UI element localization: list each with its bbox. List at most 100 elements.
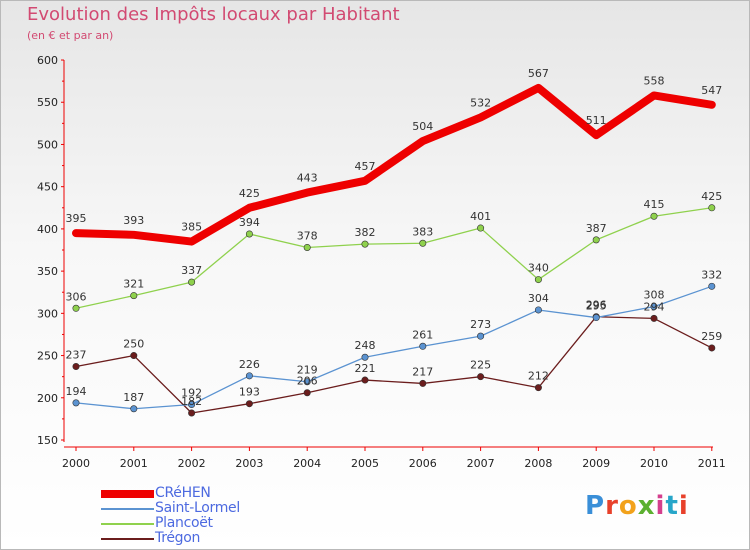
- y-tick-label: 450: [37, 181, 58, 194]
- data-label: 237: [66, 349, 87, 362]
- data-point: [72, 399, 80, 407]
- data-label: 250: [123, 338, 144, 351]
- data-label: 306: [66, 290, 87, 303]
- data-label: 194: [66, 385, 87, 398]
- data-point: [708, 204, 716, 212]
- data-label: 393: [123, 214, 144, 227]
- data-label: 415: [644, 198, 665, 211]
- data-label: 308: [644, 289, 665, 302]
- data-label: 182: [181, 395, 202, 408]
- data-label: 567: [528, 67, 549, 80]
- data-point: [245, 372, 253, 380]
- data-label: 504: [412, 120, 433, 133]
- legend-swatch: [101, 522, 154, 525]
- data-point: [245, 400, 253, 408]
- legend-label: Trégon: [155, 530, 201, 546]
- x-tick-label: 2004: [293, 457, 321, 470]
- data-label: 221: [355, 362, 376, 375]
- data-point: [650, 303, 658, 311]
- series-line-1: [75, 285, 713, 410]
- data-label: 394: [239, 216, 260, 229]
- data-label: 206: [297, 375, 318, 388]
- data-label: 443: [297, 172, 318, 185]
- x-tick-label: 2003: [235, 457, 263, 470]
- x-tick-label: 2001: [120, 457, 148, 470]
- data-point: [477, 224, 485, 232]
- data-label: 558: [644, 74, 665, 87]
- data-point: [534, 276, 542, 284]
- data-label: 378: [297, 229, 318, 242]
- data-label: 425: [701, 190, 722, 203]
- data-point: [708, 344, 716, 352]
- data-point: [419, 239, 427, 247]
- data-point: [361, 353, 369, 361]
- x-tick-label: 2010: [640, 457, 668, 470]
- data-label: 337: [181, 264, 202, 277]
- data-point: [477, 332, 485, 340]
- legend-label: Saint-Lormel: [155, 500, 240, 516]
- data-point: [708, 282, 716, 290]
- x-tick-label: 2009: [582, 457, 610, 470]
- data-label: 332: [701, 268, 722, 281]
- data-point: [650, 314, 658, 322]
- data-point: [419, 379, 427, 387]
- data-label: 259: [701, 330, 722, 343]
- chart-title: Evolution des Impôts locaux par Habitant: [27, 4, 400, 25]
- series-lines: [72, 83, 716, 417]
- legend-swatch: [101, 507, 154, 510]
- data-label: 295: [586, 300, 607, 313]
- data-label: 248: [355, 339, 376, 352]
- data-point: [650, 212, 658, 220]
- data-point: [188, 401, 196, 409]
- x-tick-label: 2008: [524, 457, 552, 470]
- y-tick-label: 500: [37, 138, 58, 151]
- data-point: [130, 352, 138, 360]
- x-tick-label: 2011: [698, 457, 726, 470]
- y-tick-label: 350: [37, 265, 58, 278]
- data-label: 511: [586, 114, 607, 127]
- data-point: [188, 409, 196, 417]
- data-label: 395: [66, 212, 87, 225]
- y-tick-label: 600: [37, 54, 58, 67]
- proxiti-logo: Proxiti: [585, 491, 689, 521]
- axes: 150 200 250 300 350 400 450 500 550 600 2000 2001 20…: [37, 54, 726, 470]
- data-label: 187: [123, 391, 144, 404]
- x-tick-label: 2007: [467, 457, 495, 470]
- y-tick-label: 200: [37, 392, 58, 405]
- data-label: 217: [412, 365, 433, 378]
- data-label: 219: [297, 364, 318, 377]
- data-labels: 237 250 182 193 206 221 217 225 212 296 294 259 194 1…: [66, 67, 723, 408]
- y-tick-label: 150: [37, 434, 58, 447]
- data-point: [303, 378, 311, 386]
- data-point: [477, 373, 485, 381]
- data-point: [72, 363, 80, 371]
- y-tick-label: 550: [37, 96, 58, 109]
- series-line-3: [75, 316, 713, 414]
- data-point: [534, 384, 542, 392]
- series-line-2: [75, 207, 713, 309]
- data-point: [361, 240, 369, 248]
- x-tick-label: 2005: [351, 457, 379, 470]
- x-tick-label: 2006: [409, 457, 437, 470]
- data-label: 387: [586, 222, 607, 235]
- y-tick-label: 400: [37, 223, 58, 236]
- data-label: 261: [412, 328, 433, 341]
- data-label: 385: [181, 221, 202, 234]
- data-label: 547: [701, 84, 722, 97]
- legend-swatch: [101, 537, 154, 540]
- data-point: [361, 376, 369, 384]
- data-label: 192: [181, 387, 202, 400]
- data-point: [188, 278, 196, 286]
- data-point: [592, 236, 600, 244]
- data-label: 457: [355, 160, 376, 173]
- data-point: [245, 230, 253, 238]
- data-label: 296: [586, 299, 607, 312]
- data-label: 212: [528, 370, 549, 383]
- data-point: [534, 306, 542, 314]
- data-point: [303, 243, 311, 251]
- data-label: 226: [239, 358, 260, 371]
- data-label: 273: [470, 318, 491, 331]
- x-tick-label: 2002: [178, 457, 206, 470]
